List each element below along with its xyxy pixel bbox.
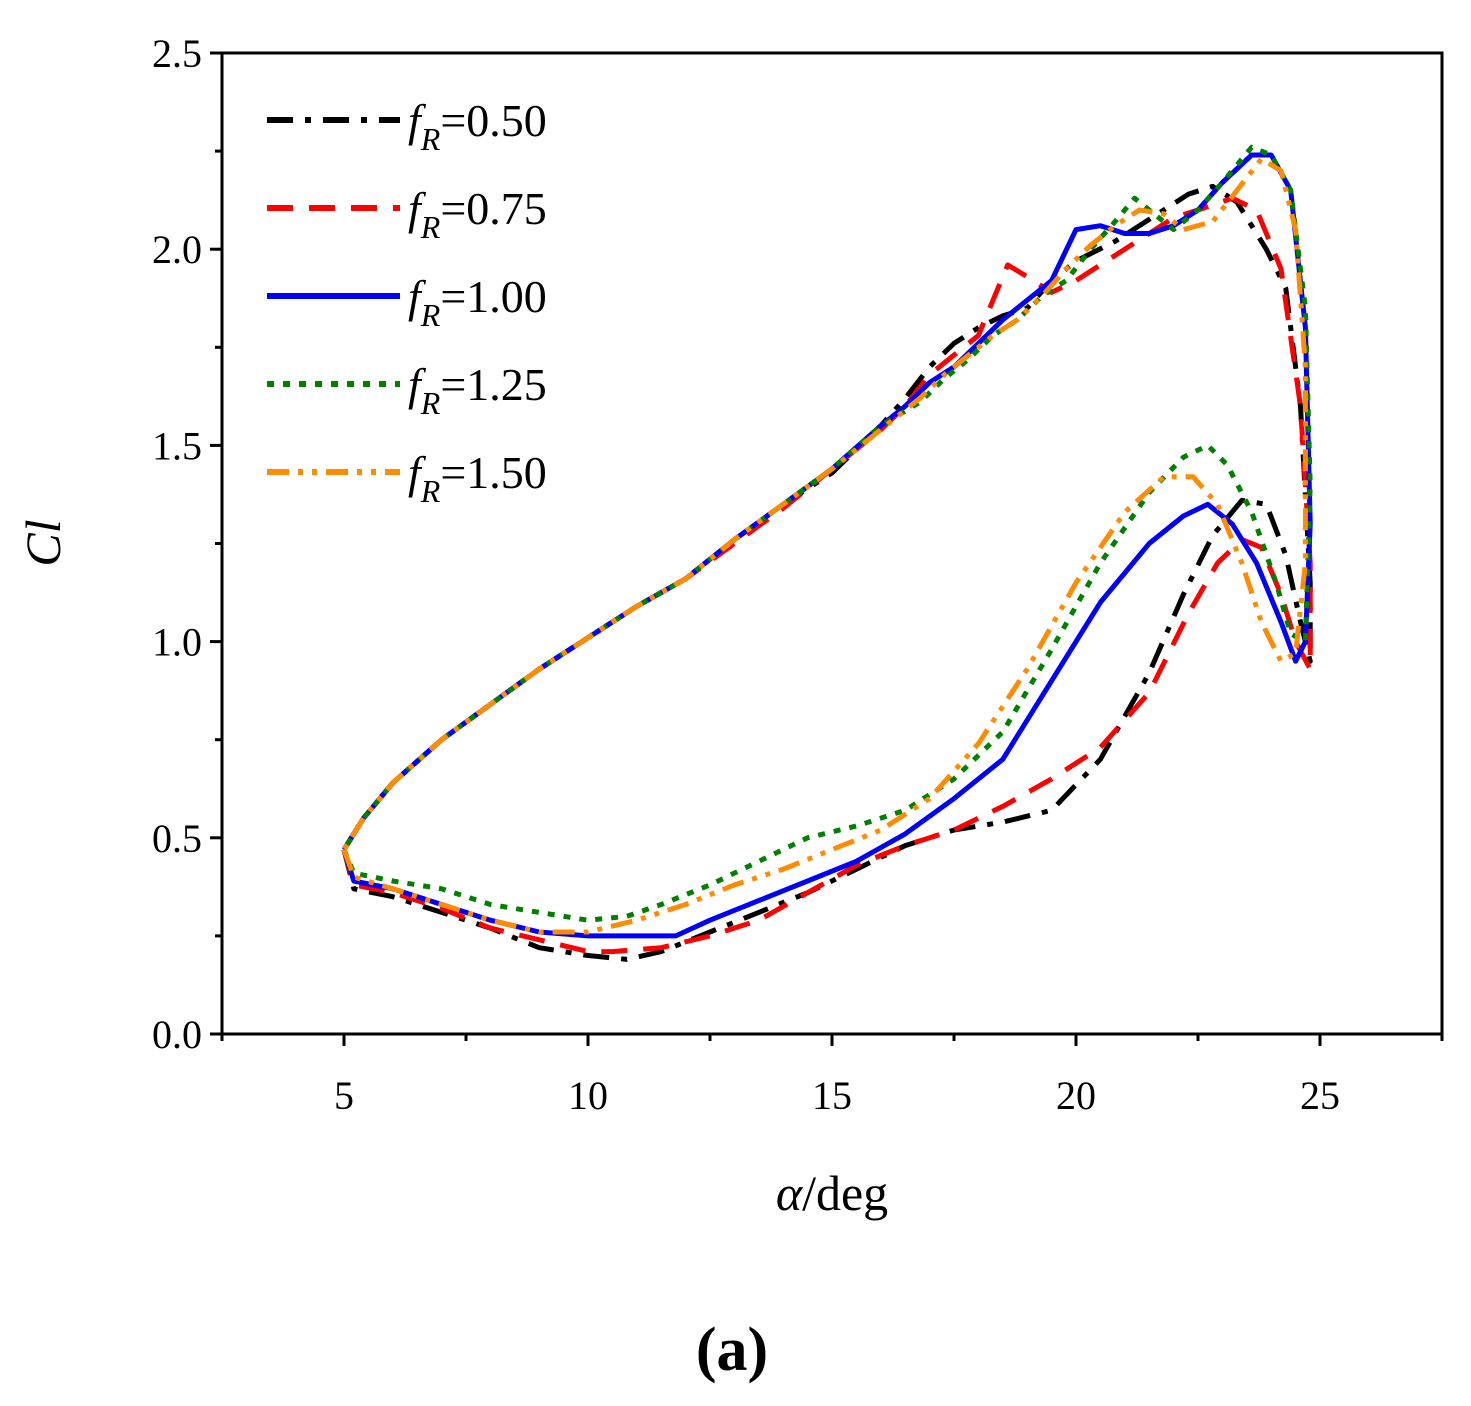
legend-label-2: fR=0.75 <box>408 183 547 245</box>
series-line-2 <box>341 195 1313 955</box>
legend-label-3: fR=1.00 <box>408 271 547 333</box>
legend-label-1: fR=0.50 <box>408 95 547 157</box>
series-layer <box>341 144 1313 962</box>
x-tick-label: 25 <box>1300 1073 1340 1118</box>
y-tick-label: 1.0 <box>152 620 202 665</box>
figure-caption: (a) <box>696 1316 768 1384</box>
y-tick-label: 0.5 <box>152 816 202 861</box>
legend: fR=0.50 fR=0.75 fR=1.00 fR=1.25 fR=1.50 <box>267 95 547 509</box>
y-tick-label: 0.0 <box>152 1012 202 1057</box>
x-tick-label: 20 <box>1056 1073 1096 1118</box>
x-tick-label: 15 <box>812 1073 852 1118</box>
x-axis-unit: /deg <box>802 1165 888 1221</box>
y-tick-label: 2.5 <box>152 31 202 76</box>
y-axis-title: Cl <box>15 519 71 566</box>
tick-layer: 0.0 0.5 1.0 1.5 2.0 2.5 5 10 15 20 25 <box>152 31 1444 1118</box>
x-tick-label: 10 <box>568 1073 608 1118</box>
x-tick-label: 5 <box>334 1073 354 1118</box>
series-line-5 <box>341 156 1308 935</box>
plot-frame <box>220 51 1444 1036</box>
y-tick-label: 2.0 <box>152 227 202 272</box>
legend-label-4: fR=1.25 <box>408 359 547 421</box>
legend-label-5: fR=1.50 <box>408 447 547 509</box>
x-axis-title: α/deg <box>776 1165 888 1221</box>
series-line-4 <box>341 144 1313 923</box>
x-axis-symbol: α <box>776 1165 804 1221</box>
y-tick-label: 1.5 <box>152 423 202 468</box>
